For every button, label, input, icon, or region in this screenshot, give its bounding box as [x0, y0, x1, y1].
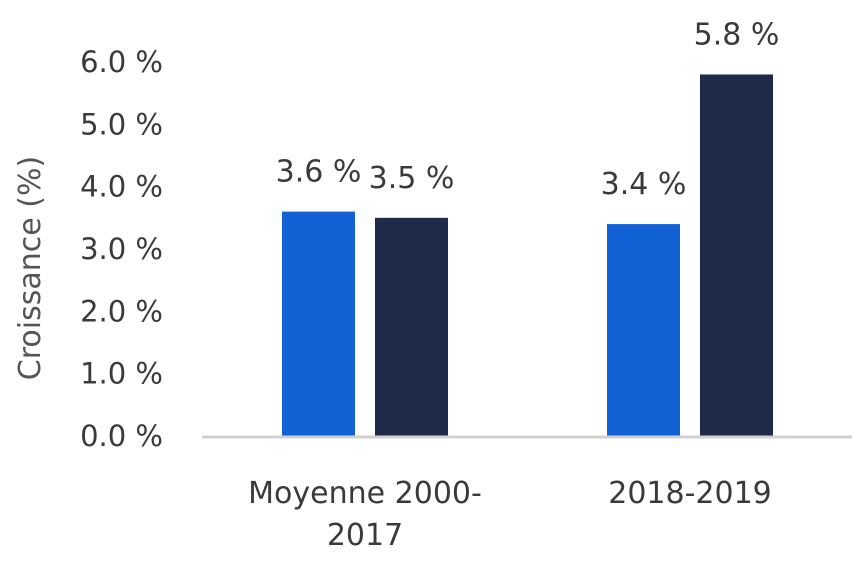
y-tick-label: 2.0 % — [80, 294, 163, 328]
x-category-label: 2017 — [327, 518, 403, 553]
data-label: 5.8 % — [694, 17, 780, 52]
data-labels: 3.6 % 3.4 % 3.5 % 5.8 % — [276, 17, 780, 202]
bar — [282, 211, 355, 436]
data-label: 3.5 % — [369, 161, 455, 196]
data-label: 3.6 % — [276, 155, 362, 190]
data-label: 3.4 % — [601, 167, 687, 202]
bars — [282, 74, 773, 436]
y-axis-label: Croissance (%) — [13, 156, 48, 380]
y-tick-label: 4.0 % — [80, 170, 163, 204]
bar — [700, 74, 773, 436]
x-category-label: 2018-2019 — [608, 476, 772, 511]
y-tick-label: 3.0 % — [80, 232, 163, 266]
y-tick-label: 6.0 % — [80, 45, 163, 79]
y-axis-ticks: 0.0 % 1.0 % 2.0 % 3.0 % 4.0 % 5.0 % 6.0 % — [80, 45, 163, 453]
bar — [607, 224, 680, 436]
bar — [375, 217, 448, 436]
y-tick-label: 0.0 % — [80, 419, 163, 453]
y-tick-label: 1.0 % — [80, 357, 163, 391]
y-tick-label: 5.0 % — [80, 107, 163, 141]
x-category-label: Moyenne 2000- — [248, 476, 482, 511]
x-axis-categories: Moyenne 2000- 2017 2018-2019 — [248, 476, 772, 553]
